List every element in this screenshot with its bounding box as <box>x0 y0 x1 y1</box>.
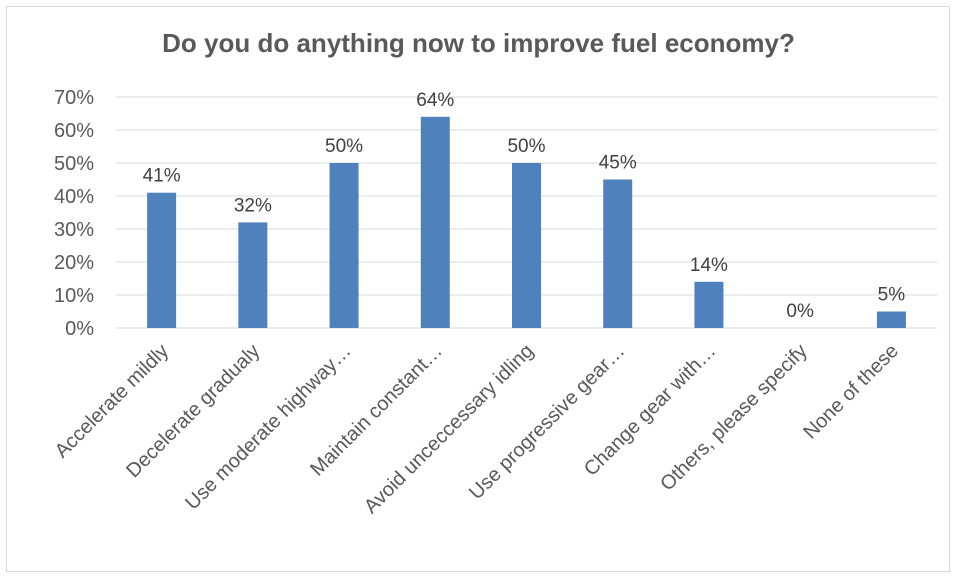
data-label: 32% <box>234 195 272 216</box>
x-category-label: Avoid unceccessary idling <box>360 340 538 518</box>
y-tick-label: 20% <box>54 252 94 274</box>
data-label: 0% <box>786 301 814 322</box>
bar <box>238 222 268 328</box>
bar <box>512 163 541 328</box>
bar <box>329 163 359 328</box>
bar <box>147 192 177 328</box>
y-tick-label: 30% <box>54 219 94 241</box>
bar <box>420 116 450 328</box>
chart-title: Do you do anything now to improve fuel e… <box>162 28 795 58</box>
data-label: 14% <box>690 255 728 276</box>
y-tick-label: 10% <box>54 285 94 307</box>
y-tick-label: 40% <box>54 186 94 208</box>
x-category-label: Use progressive gear… <box>465 340 629 504</box>
x-category-label: Others, please specify <box>656 340 811 495</box>
data-labels: 41% 32% 50% 64% 50% 45% 14% 0% 5% <box>143 90 906 322</box>
x-category-label: None of these <box>799 340 903 444</box>
bars <box>147 116 906 328</box>
bar <box>876 311 906 328</box>
y-axis-ticks: 0% 10% 20% 30% 40% 50% 60% 70% <box>54 87 94 340</box>
y-tick-label: 0% <box>65 318 94 340</box>
data-label: 50% <box>325 136 363 157</box>
x-category-label: Use moderate highway… <box>181 340 355 514</box>
bar <box>694 281 724 328</box>
data-label: 5% <box>878 285 906 306</box>
y-tick-label: 70% <box>54 87 94 109</box>
data-label: 41% <box>143 166 181 187</box>
data-label: 50% <box>507 136 545 157</box>
bar <box>603 179 633 328</box>
data-label: 45% <box>599 153 637 174</box>
data-label: 64% <box>416 90 454 111</box>
y-tick-label: 60% <box>54 120 94 142</box>
y-tick-label: 50% <box>54 153 94 175</box>
